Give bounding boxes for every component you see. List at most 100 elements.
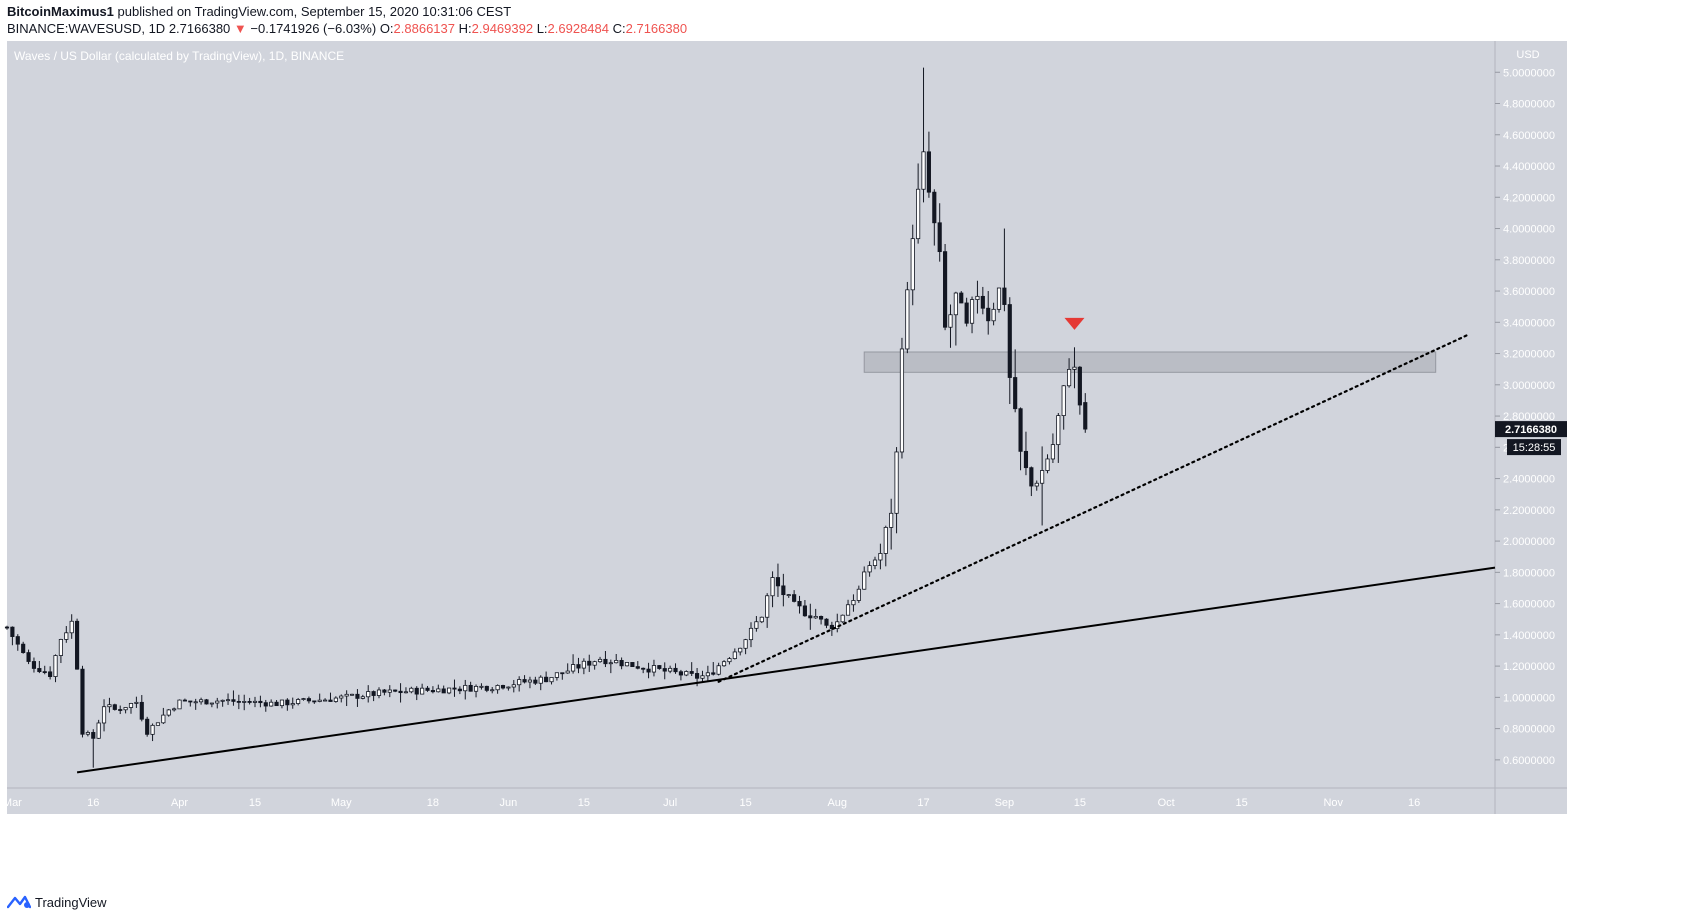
candle-body <box>1034 482 1039 487</box>
candle-body <box>921 151 926 190</box>
candle-body <box>975 295 980 300</box>
low-label: L: <box>536 21 548 36</box>
plot-area[interactable] <box>7 41 1495 788</box>
candle-body <box>457 688 462 692</box>
candle-body <box>430 690 435 693</box>
candle-body <box>376 689 382 696</box>
candle-body <box>743 639 748 649</box>
last-value: 2.7166380 <box>168 21 231 36</box>
candle-body <box>231 699 236 702</box>
candle-body <box>964 302 969 324</box>
candle-body <box>349 693 355 696</box>
candle-body <box>770 577 775 597</box>
candle-body <box>166 709 171 716</box>
candle-body <box>155 722 161 726</box>
candle-body <box>700 675 705 679</box>
tradingview-footer[interactable]: TradingView <box>7 892 107 912</box>
candle-body <box>614 660 619 664</box>
candle-body <box>387 689 392 693</box>
candle-body <box>301 698 306 700</box>
high-value: 2.9469392 <box>471 21 534 36</box>
x-tick-label: Apr <box>171 797 188 809</box>
candle-body <box>678 671 683 676</box>
candle-body <box>161 714 166 724</box>
candle-body <box>393 689 398 692</box>
candle-body <box>738 647 743 653</box>
candle-body <box>1050 444 1055 460</box>
y-tick-label: 4.4000000 <box>1503 161 1555 173</box>
candle-body <box>145 718 150 735</box>
candle-body <box>1061 385 1066 416</box>
candle-body <box>209 702 214 705</box>
candle-body <box>829 624 834 630</box>
candle-body <box>587 660 592 666</box>
author-name[interactable]: BitcoinMaximus1 <box>7 4 114 19</box>
candle-body <box>883 527 888 554</box>
candle-body <box>581 660 586 669</box>
currency-label: USD <box>1516 49 1539 61</box>
y-tick-label: 4.8000000 <box>1503 99 1555 111</box>
candle-body <box>447 687 452 694</box>
candle-body <box>630 662 635 668</box>
publish-line: BitcoinMaximus1 published on TradingView… <box>7 3 1694 20</box>
open-label: O: <box>379 21 394 36</box>
y-tick-label: 0.8000000 <box>1503 724 1555 736</box>
candle-body <box>522 679 527 683</box>
candle-body <box>177 699 182 710</box>
x-tick-label: Oct <box>1158 797 1175 809</box>
y-tick-label: 1.8000000 <box>1503 567 1555 579</box>
candle-body <box>398 690 403 694</box>
candle-body <box>840 614 845 623</box>
candle-body <box>576 664 581 669</box>
candle-body <box>1083 402 1088 430</box>
chart-header: BitcoinMaximus1 published on TradingView… <box>7 3 1694 41</box>
candle-body <box>889 512 894 528</box>
candle-body <box>85 732 90 735</box>
candle-body <box>986 307 991 322</box>
candle-body <box>339 695 344 699</box>
countdown-badge <box>1507 439 1561 456</box>
candle-body <box>414 687 419 695</box>
last-price-badge <box>1495 421 1567 438</box>
candle-body <box>382 689 387 693</box>
candle-body <box>969 299 975 324</box>
candle-body <box>592 661 597 666</box>
candle-body <box>646 668 651 673</box>
candle-body <box>517 679 522 686</box>
candle-body <box>727 658 732 663</box>
candle-body <box>323 699 328 702</box>
candle-body <box>425 687 430 691</box>
candle-body <box>403 691 409 694</box>
candle-body <box>781 585 786 596</box>
time-axis[interactable] <box>7 788 1567 814</box>
candle-body <box>824 618 829 626</box>
candle-body <box>813 616 818 619</box>
candle-body <box>371 691 376 696</box>
candle-body <box>285 699 290 706</box>
candle-body <box>21 643 26 653</box>
candle-body <box>1056 415 1061 446</box>
candle-body <box>441 688 446 694</box>
candle-body <box>479 685 484 688</box>
candle-body <box>544 676 549 683</box>
candle-body <box>468 684 473 692</box>
published-text: published on TradingView.com, September … <box>117 4 512 19</box>
candle-body <box>538 676 543 684</box>
candle-body <box>953 292 958 316</box>
y-tick-label: 0.6000000 <box>1503 755 1555 767</box>
y-tick-label: 1.6000000 <box>1503 599 1555 611</box>
candle-body <box>932 191 937 224</box>
y-tick-label: 2.0000000 <box>1503 536 1555 548</box>
candle-body <box>705 672 710 677</box>
candle-body <box>899 348 905 453</box>
countdown-label: 15:28:55 <box>1513 442 1556 454</box>
candle-body <box>894 451 899 514</box>
tradingview-logo-icon <box>7 895 31 909</box>
candle-body <box>948 314 953 328</box>
price-axis[interactable] <box>1495 41 1567 788</box>
candle-body <box>123 707 128 711</box>
candle-body <box>31 661 37 669</box>
x-tick-label: 15 <box>1074 797 1086 809</box>
